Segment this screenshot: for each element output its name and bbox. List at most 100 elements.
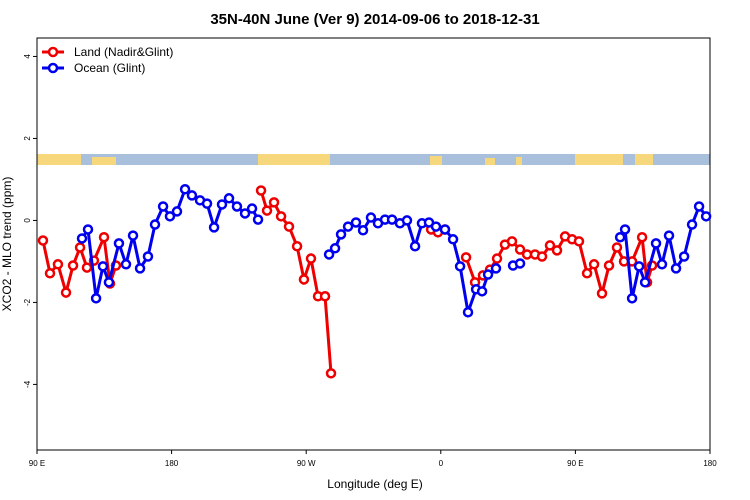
data-point	[325, 368, 337, 379]
x-tick-label: 180	[703, 459, 717, 468]
data-point	[588, 259, 600, 270]
data-point	[329, 243, 341, 254]
data-point	[37, 235, 49, 246]
data-point	[619, 224, 631, 235]
y-axis-label: XCO2 - MLO trend (ppm)	[0, 177, 14, 312]
data-point	[656, 259, 668, 270]
data-point	[127, 230, 139, 241]
data-point	[97, 261, 109, 272]
data-point	[67, 260, 79, 271]
legend-marker	[47, 62, 59, 74]
data-point	[90, 293, 102, 304]
data-point	[573, 236, 585, 247]
data-point	[430, 221, 442, 232]
data-point	[506, 236, 518, 247]
data-point	[223, 193, 235, 204]
data-point	[678, 251, 690, 262]
data-point	[514, 258, 526, 269]
data-point	[239, 208, 251, 219]
data-point	[171, 206, 183, 217]
data-point	[335, 229, 347, 240]
data-point	[491, 253, 503, 264]
data-point	[639, 277, 651, 288]
data-point	[551, 245, 563, 256]
data-point	[490, 263, 502, 274]
data-point	[536, 251, 548, 262]
data-point	[514, 244, 526, 255]
data-point	[113, 238, 125, 249]
data-point	[350, 217, 362, 228]
data-point	[650, 238, 662, 249]
x-tick-label: 0	[439, 459, 444, 468]
data-point	[357, 225, 369, 236]
data-point	[633, 261, 645, 272]
data-point	[261, 205, 273, 216]
data-point	[670, 263, 682, 274]
data-point	[603, 260, 615, 271]
data-point	[275, 211, 287, 222]
data-point	[544, 240, 556, 251]
data-point	[81, 262, 93, 273]
data-point	[323, 249, 335, 260]
data-point	[401, 215, 413, 226]
x-axis-label: Longitude (deg E)	[327, 477, 422, 491]
data-point	[581, 268, 593, 279]
data-point	[454, 261, 466, 272]
data-point	[179, 184, 191, 195]
data-point	[208, 222, 220, 233]
data-point	[201, 198, 213, 209]
data-point	[636, 231, 648, 243]
data-point	[439, 224, 451, 235]
y-tick-label: -2	[23, 298, 32, 306]
data-point	[447, 234, 459, 245]
data-point	[186, 190, 198, 201]
data-point	[686, 219, 698, 230]
y-tick-label: -4	[23, 380, 32, 388]
data-point	[305, 253, 317, 264]
data-point	[298, 274, 310, 285]
data-point	[268, 197, 280, 208]
data-point	[663, 230, 675, 241]
data-point	[342, 221, 354, 232]
data-point	[252, 214, 264, 225]
data-point	[255, 185, 267, 196]
data-point	[74, 242, 86, 253]
y-tick-label: 4	[23, 54, 32, 59]
plot-frame	[36, 37, 711, 451]
chart-title: 35N-40N June (Ver 9) 2014-09-06 to 2018-…	[210, 11, 539, 28]
data-point	[60, 287, 72, 298]
data-point	[386, 214, 398, 225]
legend-marker	[47, 46, 59, 58]
data-point	[149, 219, 161, 230]
data-point	[482, 269, 494, 280]
data-point	[76, 233, 88, 244]
data-point	[44, 268, 56, 279]
data-point	[462, 307, 474, 318]
data-point	[693, 201, 705, 212]
data-point	[319, 291, 331, 302]
data-point	[157, 201, 169, 212]
data-point	[611, 242, 623, 253]
data-point	[283, 221, 295, 232]
data-point	[291, 241, 303, 252]
data-point	[365, 212, 377, 223]
data-point	[409, 241, 421, 252]
data-point	[231, 201, 243, 212]
data-point	[98, 231, 110, 243]
y-tick-label: 0	[23, 218, 32, 223]
data-point	[82, 224, 94, 235]
series-line	[41, 190, 654, 374]
data-point	[134, 263, 146, 274]
x-tick-label: 90 E	[567, 459, 583, 468]
x-tick-label: 90 W	[297, 459, 316, 468]
y-tick-label: 2	[23, 136, 32, 141]
data-point	[476, 286, 488, 297]
data-point	[103, 277, 115, 288]
data-point	[164, 211, 176, 222]
data-point	[596, 288, 608, 299]
data-point	[700, 211, 712, 222]
data-point	[142, 251, 154, 262]
data-point	[614, 231, 626, 243]
